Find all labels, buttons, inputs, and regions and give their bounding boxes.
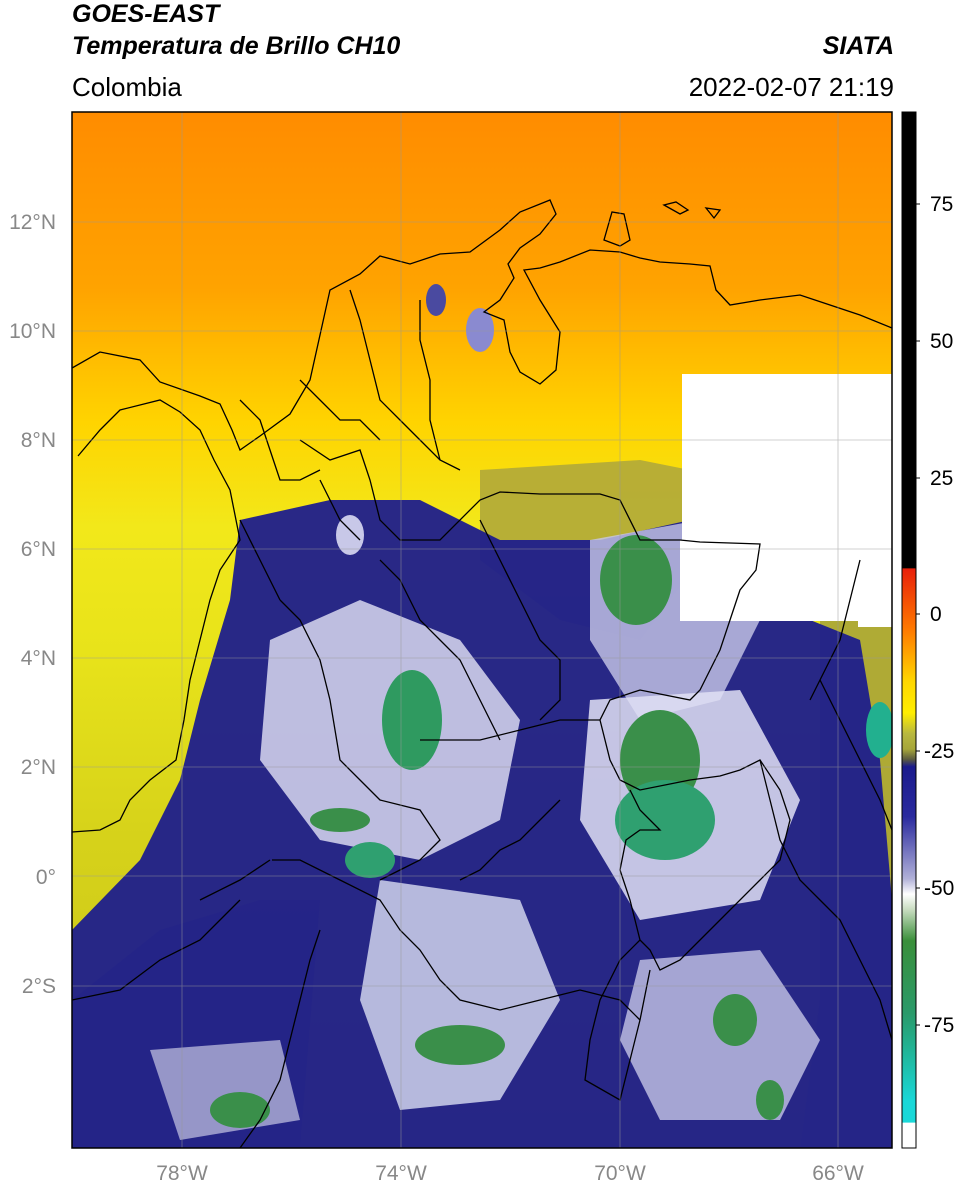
colorbar-tick-label: 0 bbox=[930, 603, 942, 626]
lat-tick-label: 2°S bbox=[22, 975, 56, 998]
colorbar-tick-label: -75 bbox=[924, 1014, 954, 1037]
map-image-layer bbox=[72, 112, 892, 1148]
colorbar-gradient bbox=[901, 111, 917, 1149]
lat-tick-label: 0° bbox=[36, 866, 56, 889]
region-label: Colombia bbox=[72, 72, 182, 102]
lon-tick-label: 66°W bbox=[812, 1162, 864, 1185]
colorbar-tick-label: 25 bbox=[930, 467, 953, 490]
lat-tick-label: 4°N bbox=[21, 647, 56, 670]
graticule bbox=[72, 112, 892, 1148]
lat-tick-label: 8°N bbox=[21, 429, 56, 452]
lon-tick-label: 78°W bbox=[156, 1162, 208, 1185]
lat-tick-label: 2°N bbox=[21, 756, 56, 779]
datetime-label: 2022-02-07 21:19 bbox=[688, 72, 894, 102]
lat-tick-label: 10°N bbox=[9, 320, 56, 343]
colorbar-tick-label: 75 bbox=[930, 193, 953, 216]
colorbar-tick-label: -25 bbox=[924, 740, 954, 763]
missing-data-area bbox=[680, 374, 892, 627]
satellite-title: GOES-EAST bbox=[72, 0, 220, 28]
colorbar-tick-label: 50 bbox=[930, 330, 953, 353]
colorbar-tick-label: -50 bbox=[924, 877, 954, 900]
lat-tick-label: 6°N bbox=[21, 538, 56, 561]
colorbar: 75 50 25 0 -25 -50 -75 bbox=[901, 111, 954, 1149]
lon-tick-label: 70°W bbox=[594, 1162, 646, 1185]
lat-tick-label: 12°N bbox=[9, 211, 56, 234]
source-label: SIATA bbox=[822, 32, 894, 60]
map-frame bbox=[71, 111, 893, 1149]
lon-tick-label: 74°W bbox=[375, 1162, 427, 1185]
lat-axis: 12°N 10°N 8°N 6°N 4°N 2°N 0° 2°S bbox=[9, 211, 56, 998]
product-title: Temperatura de Brillo CH10 bbox=[72, 32, 401, 60]
coastlines-borders bbox=[72, 199, 892, 1148]
lon-axis: 78°W 74°W 70°W 66°W bbox=[156, 1162, 864, 1185]
